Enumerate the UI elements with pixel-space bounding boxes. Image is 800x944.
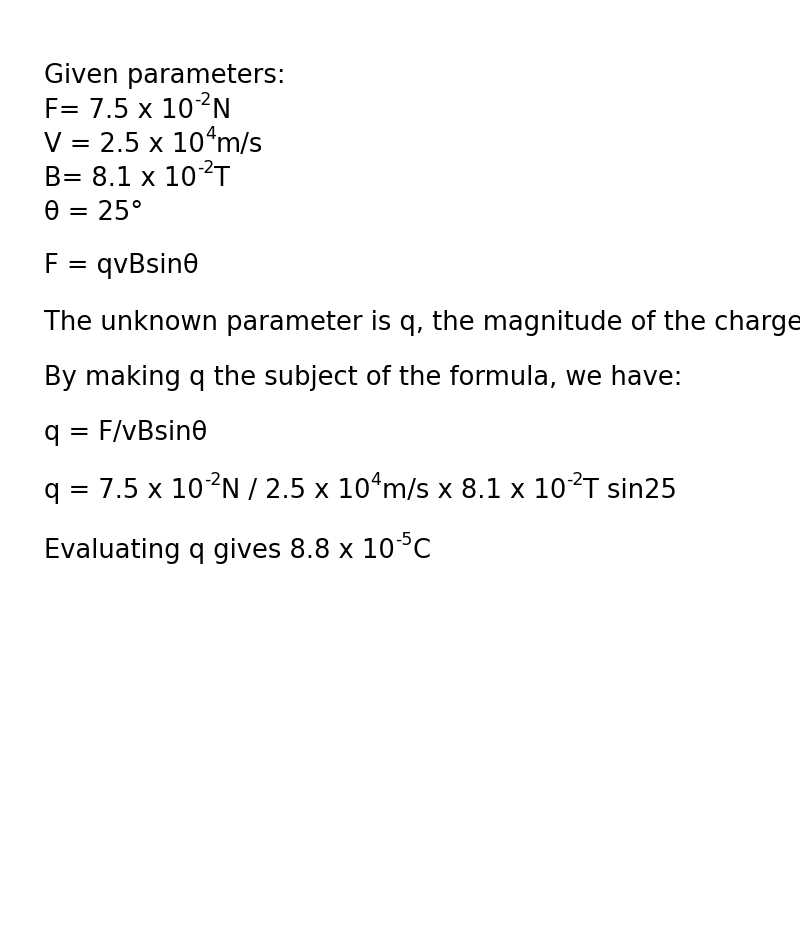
Text: Evaluating q gives 8.8 x 10: Evaluating q gives 8.8 x 10 [44,537,395,564]
Text: F= 7.5 x 10: F= 7.5 x 10 [44,98,194,124]
Text: 4: 4 [205,125,216,143]
Text: q = 7.5 x 10: q = 7.5 x 10 [44,478,204,503]
Text: θ = 25°: θ = 25° [44,200,143,226]
Text: -2: -2 [194,91,211,109]
Text: The unknown parameter is q, the magnitude of the charge.: The unknown parameter is q, the magnitud… [44,310,800,336]
Text: N: N [211,98,230,124]
Text: -2: -2 [197,159,214,177]
Text: F = qvBsinθ: F = qvBsinθ [44,253,198,278]
Text: 4: 4 [370,470,382,488]
Text: B= 8.1 x 10: B= 8.1 x 10 [44,166,197,192]
Text: Given parameters:: Given parameters: [44,63,286,89]
Text: -2: -2 [204,470,221,488]
Text: T: T [214,166,230,192]
Text: V = 2.5 x 10: V = 2.5 x 10 [44,132,205,158]
Text: T sin25: T sin25 [583,478,677,503]
Text: -2: -2 [566,470,583,488]
Text: -5: -5 [395,531,412,548]
Text: By making q the subject of the formula, we have:: By making q the subject of the formula, … [44,364,682,391]
Text: m/s: m/s [216,132,263,158]
Text: C: C [412,537,430,564]
Text: m/s x 8.1 x 10: m/s x 8.1 x 10 [382,478,566,503]
Text: q = F/vBsinθ: q = F/vBsinθ [44,419,207,446]
Text: N / 2.5 x 10: N / 2.5 x 10 [221,478,370,503]
